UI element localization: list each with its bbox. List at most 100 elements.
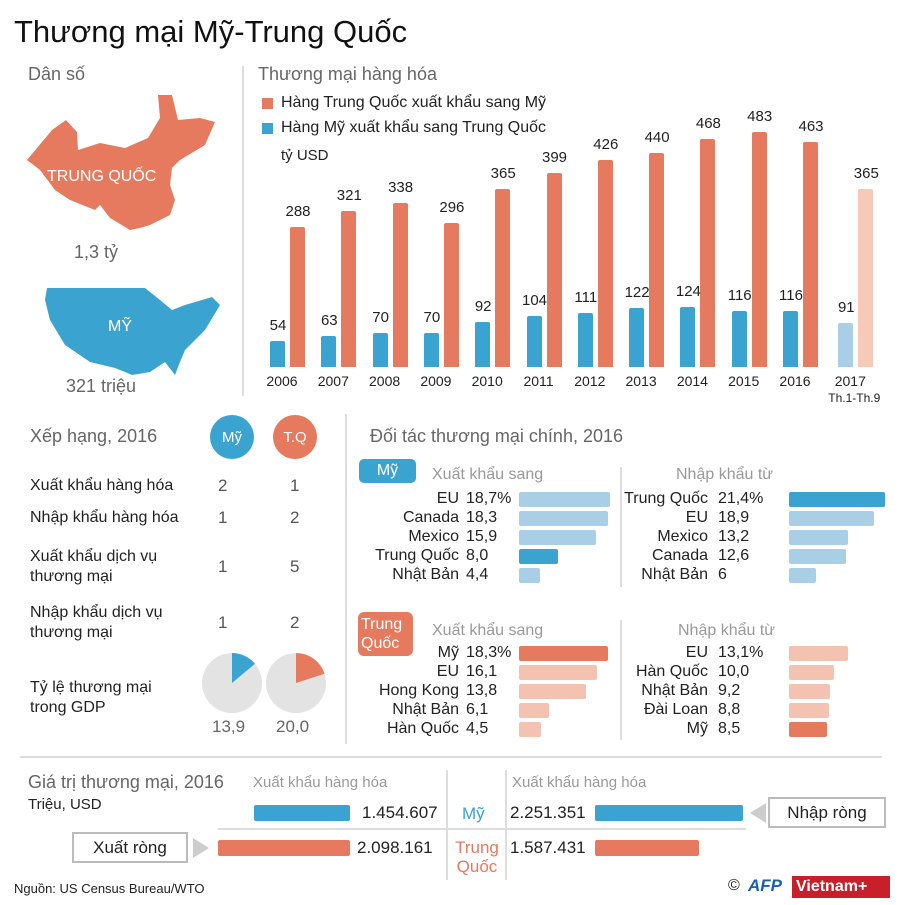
- partner-value: 13,8: [466, 682, 498, 699]
- bar-us: [680, 306, 696, 367]
- partner-value: 18,9: [718, 509, 750, 526]
- us-export-heading: Xuất khẩu sang: [432, 466, 544, 483]
- badge-label: T.Q: [283, 428, 307, 446]
- partner-name: EU: [685, 509, 708, 526]
- legend-us: Hàng Mỹ xuất khẩu sang Trung Quốc: [262, 119, 546, 137]
- ranking-china-value: 2: [290, 613, 300, 632]
- badge-label: Trung: [361, 616, 403, 633]
- us-import-value: 2.251.351: [510, 803, 586, 822]
- partner-value: 4,4: [466, 566, 489, 583]
- partner-value: 13,1%: [718, 644, 764, 661]
- ranking-us-value: 2: [218, 476, 228, 495]
- partner-bar: [519, 703, 549, 718]
- pie-slice: [232, 653, 255, 683]
- bar-us: [526, 316, 542, 367]
- china-export-heading: Xuất khẩu sang: [432, 622, 544, 639]
- vietnamplus-logo: Vietnam+: [792, 876, 890, 898]
- data-label-china: 365: [490, 165, 516, 183]
- divider: [446, 770, 448, 880]
- ranking-row-label: Xuất khẩu hàng hóa: [30, 476, 173, 496]
- partners-heading: Đối tác thương mại chính, 2016: [370, 426, 623, 446]
- bar-china: [803, 141, 818, 367]
- data-label-us: 91: [837, 298, 855, 316]
- partner-name: Canada: [402, 509, 459, 526]
- data-label-china: 463: [798, 117, 824, 135]
- x-tick-label: 2009: [420, 373, 452, 389]
- partner-bar: [519, 492, 611, 507]
- label-line: Quốc: [456, 857, 498, 876]
- data-label-us: 104: [521, 292, 548, 310]
- bar-china: [392, 202, 408, 367]
- us-import-bar: [595, 805, 743, 821]
- partner-name: Mỹ: [437, 644, 459, 661]
- data-label-china: 483: [747, 108, 773, 125]
- arrow-left-icon: [750, 803, 766, 823]
- bar-us: [423, 332, 439, 367]
- partner-bar: [519, 646, 609, 661]
- badge-label: Mỹ: [376, 462, 399, 479]
- ranking-china-badge: T.Q: [273, 415, 317, 459]
- partner-name: EU: [685, 644, 708, 661]
- partner-bar: [519, 530, 597, 545]
- partner-name: EU: [436, 490, 459, 507]
- gdp-label: Tỷ lệ thương mại trong GDP: [30, 678, 152, 718]
- us-export-value: 1.454.607: [362, 803, 438, 822]
- gdp-china-value: 20,0: [276, 717, 310, 736]
- data-label-us: 116: [727, 286, 752, 304]
- data-label-china: 440: [644, 128, 670, 146]
- net-export-label: Xuất ròng: [93, 837, 167, 857]
- gdp-us-value: 13,9: [212, 717, 246, 736]
- divider: [505, 770, 507, 880]
- chart-title: Thương mại hàng hóa: [258, 64, 437, 84]
- partner-bar: [789, 646, 848, 661]
- x-tick-label: 2017: [834, 373, 866, 389]
- partner-name: Nhật Bản: [641, 566, 708, 583]
- ranking-heading: Xếp hạng, 2016: [30, 426, 158, 446]
- label-line: Xuất khẩu dịch vụ: [30, 548, 158, 565]
- partner-name: Hong Kong: [378, 682, 459, 699]
- partner-bar: [789, 684, 831, 699]
- badge-label: Mỹ: [222, 428, 242, 446]
- bar-us: [577, 312, 593, 367]
- net-import-label: Nhập ròng: [787, 802, 867, 822]
- bar-us: [321, 336, 337, 367]
- data-label-china: 321: [336, 186, 362, 204]
- partner-name: Hàn Quốc: [386, 720, 459, 737]
- bar-us: [838, 322, 854, 367]
- divider: [20, 756, 882, 758]
- partner-value: 6: [718, 566, 727, 583]
- ranking-row-label: Nhập khẩu dịch vụ thương mại: [30, 603, 163, 643]
- partner-bar: [789, 492, 886, 507]
- data-label-us: 92: [474, 298, 492, 316]
- partner-value: 8,8: [718, 701, 741, 718]
- divider: [620, 620, 622, 740]
- trade-col-right: Xuất khẩu hàng hóa: [512, 774, 647, 791]
- us-population: 321 triệu: [66, 376, 137, 396]
- china-import-value: 1.587.431: [510, 838, 586, 857]
- x-tick-label: 2010: [471, 373, 503, 389]
- china-map-label: TRUNG QUỐC: [47, 168, 157, 185]
- x-tick-label: 2016: [779, 373, 811, 389]
- partner-value: 8,0: [466, 547, 489, 564]
- data-label-china: 468: [695, 115, 721, 133]
- x-tick-label: 2013: [625, 373, 657, 389]
- partner-bar: [789, 511, 875, 526]
- arrow-right-icon: [193, 838, 209, 858]
- ranking-row-label: Xuất khẩu dịch vụ thương mại: [30, 547, 157, 587]
- bar-china: [858, 189, 874, 367]
- label-line: thương mại: [30, 568, 113, 585]
- china-shape: [27, 95, 215, 230]
- ranking-china-value: 2: [290, 508, 300, 527]
- partner-bar: [789, 665, 834, 680]
- legend-swatch-us: [262, 122, 273, 134]
- data-label-china: 426: [593, 135, 619, 153]
- gdp-label-line: Tỷ lệ thương mại: [30, 679, 152, 696]
- data-label-us: 124: [675, 282, 701, 300]
- trade-col-left: Xuất khẩu hàng hóa: [253, 774, 388, 791]
- partner-value: 8,5: [718, 720, 741, 737]
- x-tick-label: 2012: [574, 373, 606, 389]
- partner-bar: [519, 568, 541, 583]
- partner-value: 18,3: [466, 509, 498, 526]
- data-label-us: 122: [624, 283, 650, 301]
- partner-name: Mỹ: [686, 720, 708, 737]
